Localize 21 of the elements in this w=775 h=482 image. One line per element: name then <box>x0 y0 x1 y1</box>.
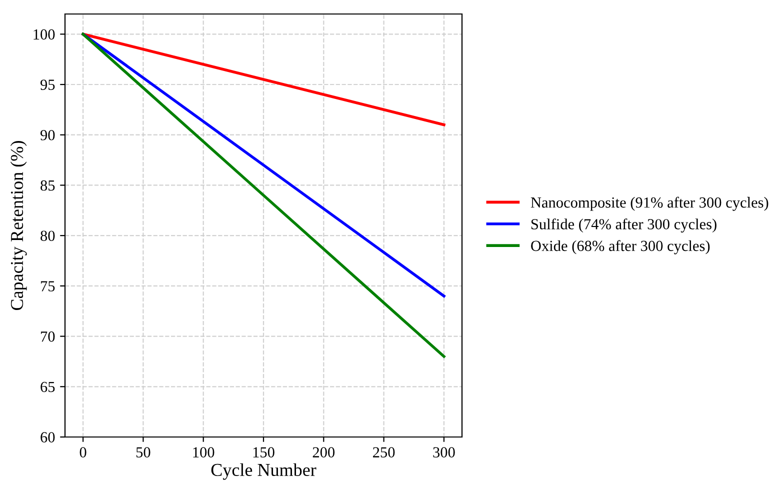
y-tick-label: 65 <box>40 382 55 392</box>
x-tick-label: 100 <box>193 447 214 458</box>
y-tick-label: 60 <box>40 432 55 442</box>
y-tick-label: 85 <box>40 180 55 191</box>
y-tick-label: 70 <box>41 331 55 342</box>
y-tick-label: 75 <box>41 281 55 292</box>
y-tick-label: 95 <box>40 80 55 90</box>
legend-label: Oxide (68% after 300 cycles) <box>531 240 710 254</box>
x-axis-title: Cycle Number <box>211 463 316 480</box>
legend-label: Sulfide (74% after 300 cycles) <box>531 218 716 233</box>
x-tick-label: 150 <box>253 447 274 458</box>
y-tick-label: 100 <box>34 29 55 40</box>
y-tick-label: 80 <box>40 230 55 242</box>
y-tick-label: 90 <box>40 130 55 140</box>
x-tick-label: 200 <box>312 447 335 458</box>
x-tick-label: 250 <box>373 447 395 458</box>
x-tick-label: 50 <box>136 447 150 458</box>
x-tick-label: 300 <box>433 447 455 458</box>
legend-label: Nanocomposite (91% after 300 cycles) <box>530 196 768 211</box>
x-tick-label: 0 <box>80 447 86 458</box>
y-axis-title: Capacity Retention (%) <box>10 141 27 310</box>
